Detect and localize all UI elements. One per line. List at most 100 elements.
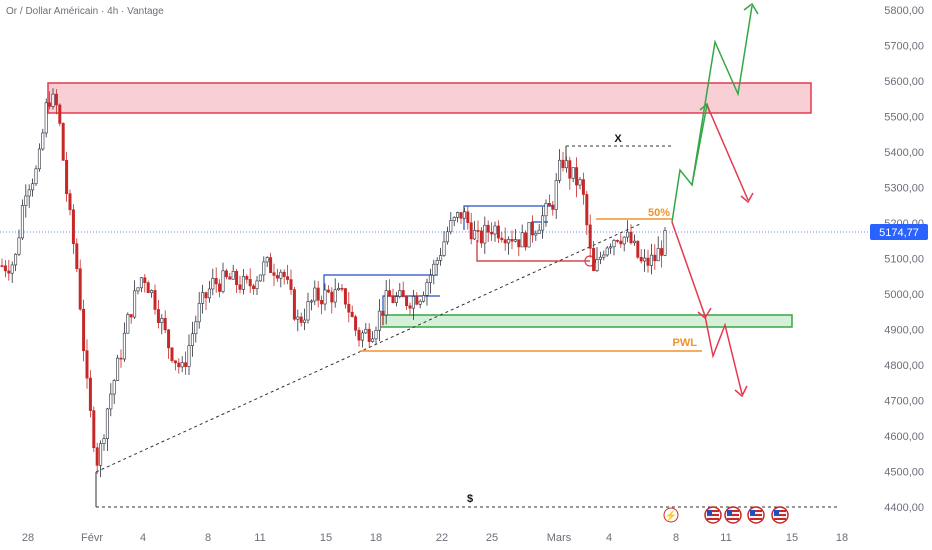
candle-body <box>326 289 330 293</box>
candle-body <box>3 265 7 272</box>
candle-body <box>598 256 602 260</box>
candle-body <box>653 254 657 262</box>
us-flag-icon[interactable] <box>724 506 742 524</box>
time-axis[interactable]: 28 Févr 4 8 11 15 18 22 25 Mars 4 8 11 15 18 <box>22 532 848 544</box>
bear-arrow-head-1 <box>740 192 754 204</box>
us-flag-icon[interactable] <box>771 506 789 524</box>
events-row: ⚡ <box>663 506 789 524</box>
candle-body <box>150 290 154 294</box>
candle-body <box>371 338 375 342</box>
candle-body <box>201 292 205 304</box>
price-tick-label: 5000,00 <box>884 289 924 301</box>
price-tick-label: 5600,00 <box>884 76 924 88</box>
candle-body <box>493 225 497 235</box>
candle-body <box>214 278 218 285</box>
candle-body <box>428 274 432 283</box>
candle-body <box>452 217 456 221</box>
candle-body <box>442 241 446 256</box>
candle-body <box>184 362 188 367</box>
time-tick-label: 11 <box>254 532 265 544</box>
svg-text:5174,77: 5174,77 <box>879 227 919 239</box>
candle-body <box>116 357 120 381</box>
candle-body <box>527 222 531 248</box>
candle-body <box>503 239 507 244</box>
candle-body <box>187 345 191 367</box>
candle-body <box>456 212 460 218</box>
candle-body <box>85 350 89 379</box>
time-tick-label: 22 <box>436 532 448 544</box>
candle-body <box>360 332 364 341</box>
candle-body <box>309 300 313 303</box>
candle-body <box>109 393 113 410</box>
candle-body <box>517 239 521 248</box>
bull-projection[interactable] <box>671 5 753 223</box>
candle-body <box>513 239 517 242</box>
bear-arrow-head-3 <box>734 385 748 398</box>
candle-body <box>435 260 439 265</box>
candle-body <box>394 296 398 303</box>
candle-body <box>554 180 558 210</box>
us-flag-icon[interactable] <box>747 506 765 524</box>
candle-body <box>415 296 419 305</box>
bear-arrow-head-2 <box>697 307 712 320</box>
break-line[interactable] <box>476 240 590 262</box>
candle-body <box>177 362 181 368</box>
bull-connector <box>691 104 708 186</box>
trendline[interactable] <box>95 223 641 473</box>
flash-icon[interactable]: ⚡ <box>663 507 679 523</box>
candle-body <box>269 257 273 273</box>
supply-zone[interactable] <box>47 82 812 114</box>
candle-body <box>44 102 48 134</box>
candle-body <box>374 329 378 340</box>
candle-body <box>571 167 575 179</box>
candle-body <box>357 329 361 341</box>
candle-series <box>0 88 667 478</box>
bear-projection-1[interactable] <box>706 104 749 201</box>
candle-body <box>0 265 4 267</box>
bear-projection-2[interactable] <box>671 221 743 395</box>
candle-body <box>17 237 21 255</box>
candle-body <box>490 231 494 235</box>
price-tick-label: 4900,00 <box>884 325 924 337</box>
candle-body <box>354 316 358 331</box>
candle-body <box>65 159 69 194</box>
candle-body <box>180 362 184 368</box>
demand-zone[interactable] <box>379 314 793 328</box>
candle-body <box>102 438 106 444</box>
time-tick-label: Févr <box>81 532 103 544</box>
candle-body <box>20 205 24 239</box>
candle-body <box>377 310 381 331</box>
time-tick-label: 11 <box>720 532 731 544</box>
candle-body <box>7 270 11 274</box>
candle-body <box>88 377 92 411</box>
candle-body <box>561 159 565 169</box>
candle-body <box>558 159 562 181</box>
candle-body <box>99 443 103 466</box>
candle-body <box>170 347 174 361</box>
candle-body <box>82 308 86 352</box>
candle-body <box>449 220 453 233</box>
price-tick-label: 5700,00 <box>884 41 924 53</box>
structure-line-3[interactable] <box>463 205 552 230</box>
candle-body <box>547 202 551 206</box>
price-axis[interactable]: 5800,00 5700,00 5600,00 5500,00 5400,00 5300,… <box>884 5 924 514</box>
candle-body <box>37 148 41 170</box>
time-tick-label: Mars <box>547 532 572 544</box>
candle-body <box>156 309 160 324</box>
candle-body <box>660 248 664 256</box>
candle-body <box>241 276 245 290</box>
candle-body <box>343 288 347 305</box>
candle-body <box>411 296 415 309</box>
candle-body <box>445 231 449 243</box>
us-flag-icon[interactable] <box>704 506 722 524</box>
candle-body <box>619 240 623 245</box>
time-tick-label: 18 <box>836 532 848 544</box>
candle-body <box>194 321 198 335</box>
candle-body <box>316 287 320 301</box>
candle-body <box>105 408 109 439</box>
candle-body <box>364 328 368 334</box>
candle-body <box>265 257 269 263</box>
candle-body <box>405 296 409 307</box>
candle-body <box>238 284 242 290</box>
